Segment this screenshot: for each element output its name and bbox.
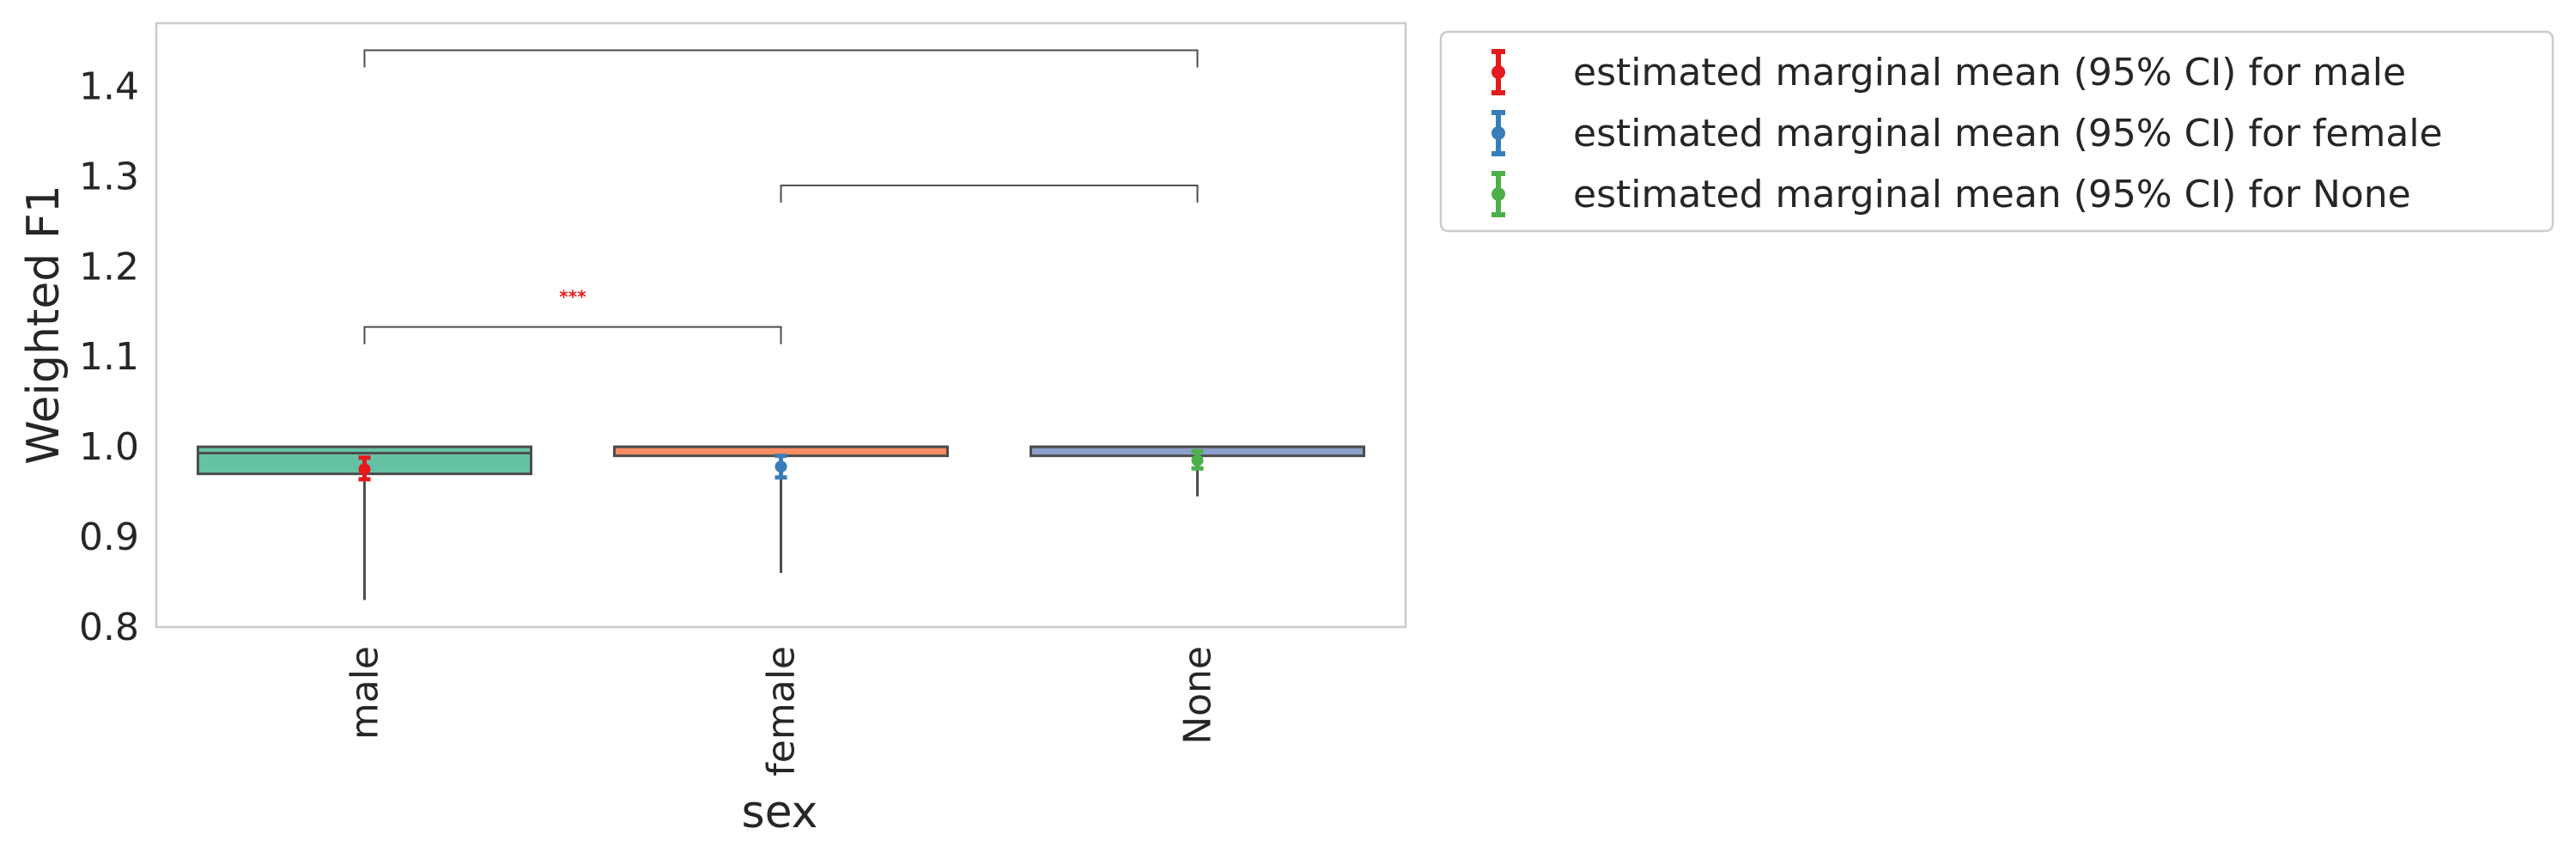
x-axis-title: sex bbox=[742, 787, 818, 838]
y-axis-ticks: 0.8 0.9 1.0 1.1 1.2 1.3 1.4 bbox=[79, 64, 139, 649]
y-tick-label: 1.4 bbox=[79, 64, 139, 108]
x-axis-ticks: male female None bbox=[343, 646, 1220, 777]
y-tick-label: 1.2 bbox=[79, 245, 139, 289]
legend-marker bbox=[1492, 187, 1505, 201]
legend-marker bbox=[1492, 65, 1505, 79]
y-tick-label: 1.1 bbox=[79, 335, 139, 379]
y-axis-title: Weighted F1 bbox=[18, 185, 70, 465]
mean-point bbox=[775, 460, 787, 473]
x-tick-label: female bbox=[760, 646, 804, 777]
comparison-bracket bbox=[363, 49, 1199, 68]
mean-point bbox=[358, 463, 371, 476]
x-tick-label: None bbox=[1176, 646, 1220, 745]
comparison-bracket bbox=[780, 184, 1199, 203]
comparison-brackets: *** bbox=[363, 49, 1199, 344]
y-tick-label: 1.3 bbox=[79, 155, 139, 198]
y-tick-label: 1.0 bbox=[79, 425, 139, 469]
significance-label: *** bbox=[559, 287, 586, 308]
y-tick-label: 0.9 bbox=[79, 515, 139, 559]
y-tick-label: 0.8 bbox=[79, 606, 139, 649]
legend-marker bbox=[1492, 126, 1505, 140]
legend-label: estimated marginal mean (95% CI) for fem… bbox=[1573, 112, 2443, 155]
x-tick-label: male bbox=[343, 646, 387, 740]
legend: estimated marginal mean (95% CI) for mal… bbox=[1439, 30, 2555, 233]
legend-label: estimated marginal mean (95% CI) for Non… bbox=[1573, 173, 2411, 216]
legend-label: estimated marginal mean (95% CI) for mal… bbox=[1573, 51, 2406, 94]
legend-frame bbox=[1439, 30, 2555, 233]
mean-point bbox=[1191, 454, 1204, 466]
comparison-bracket bbox=[363, 326, 782, 344]
mean-ci-markers bbox=[358, 448, 1204, 482]
